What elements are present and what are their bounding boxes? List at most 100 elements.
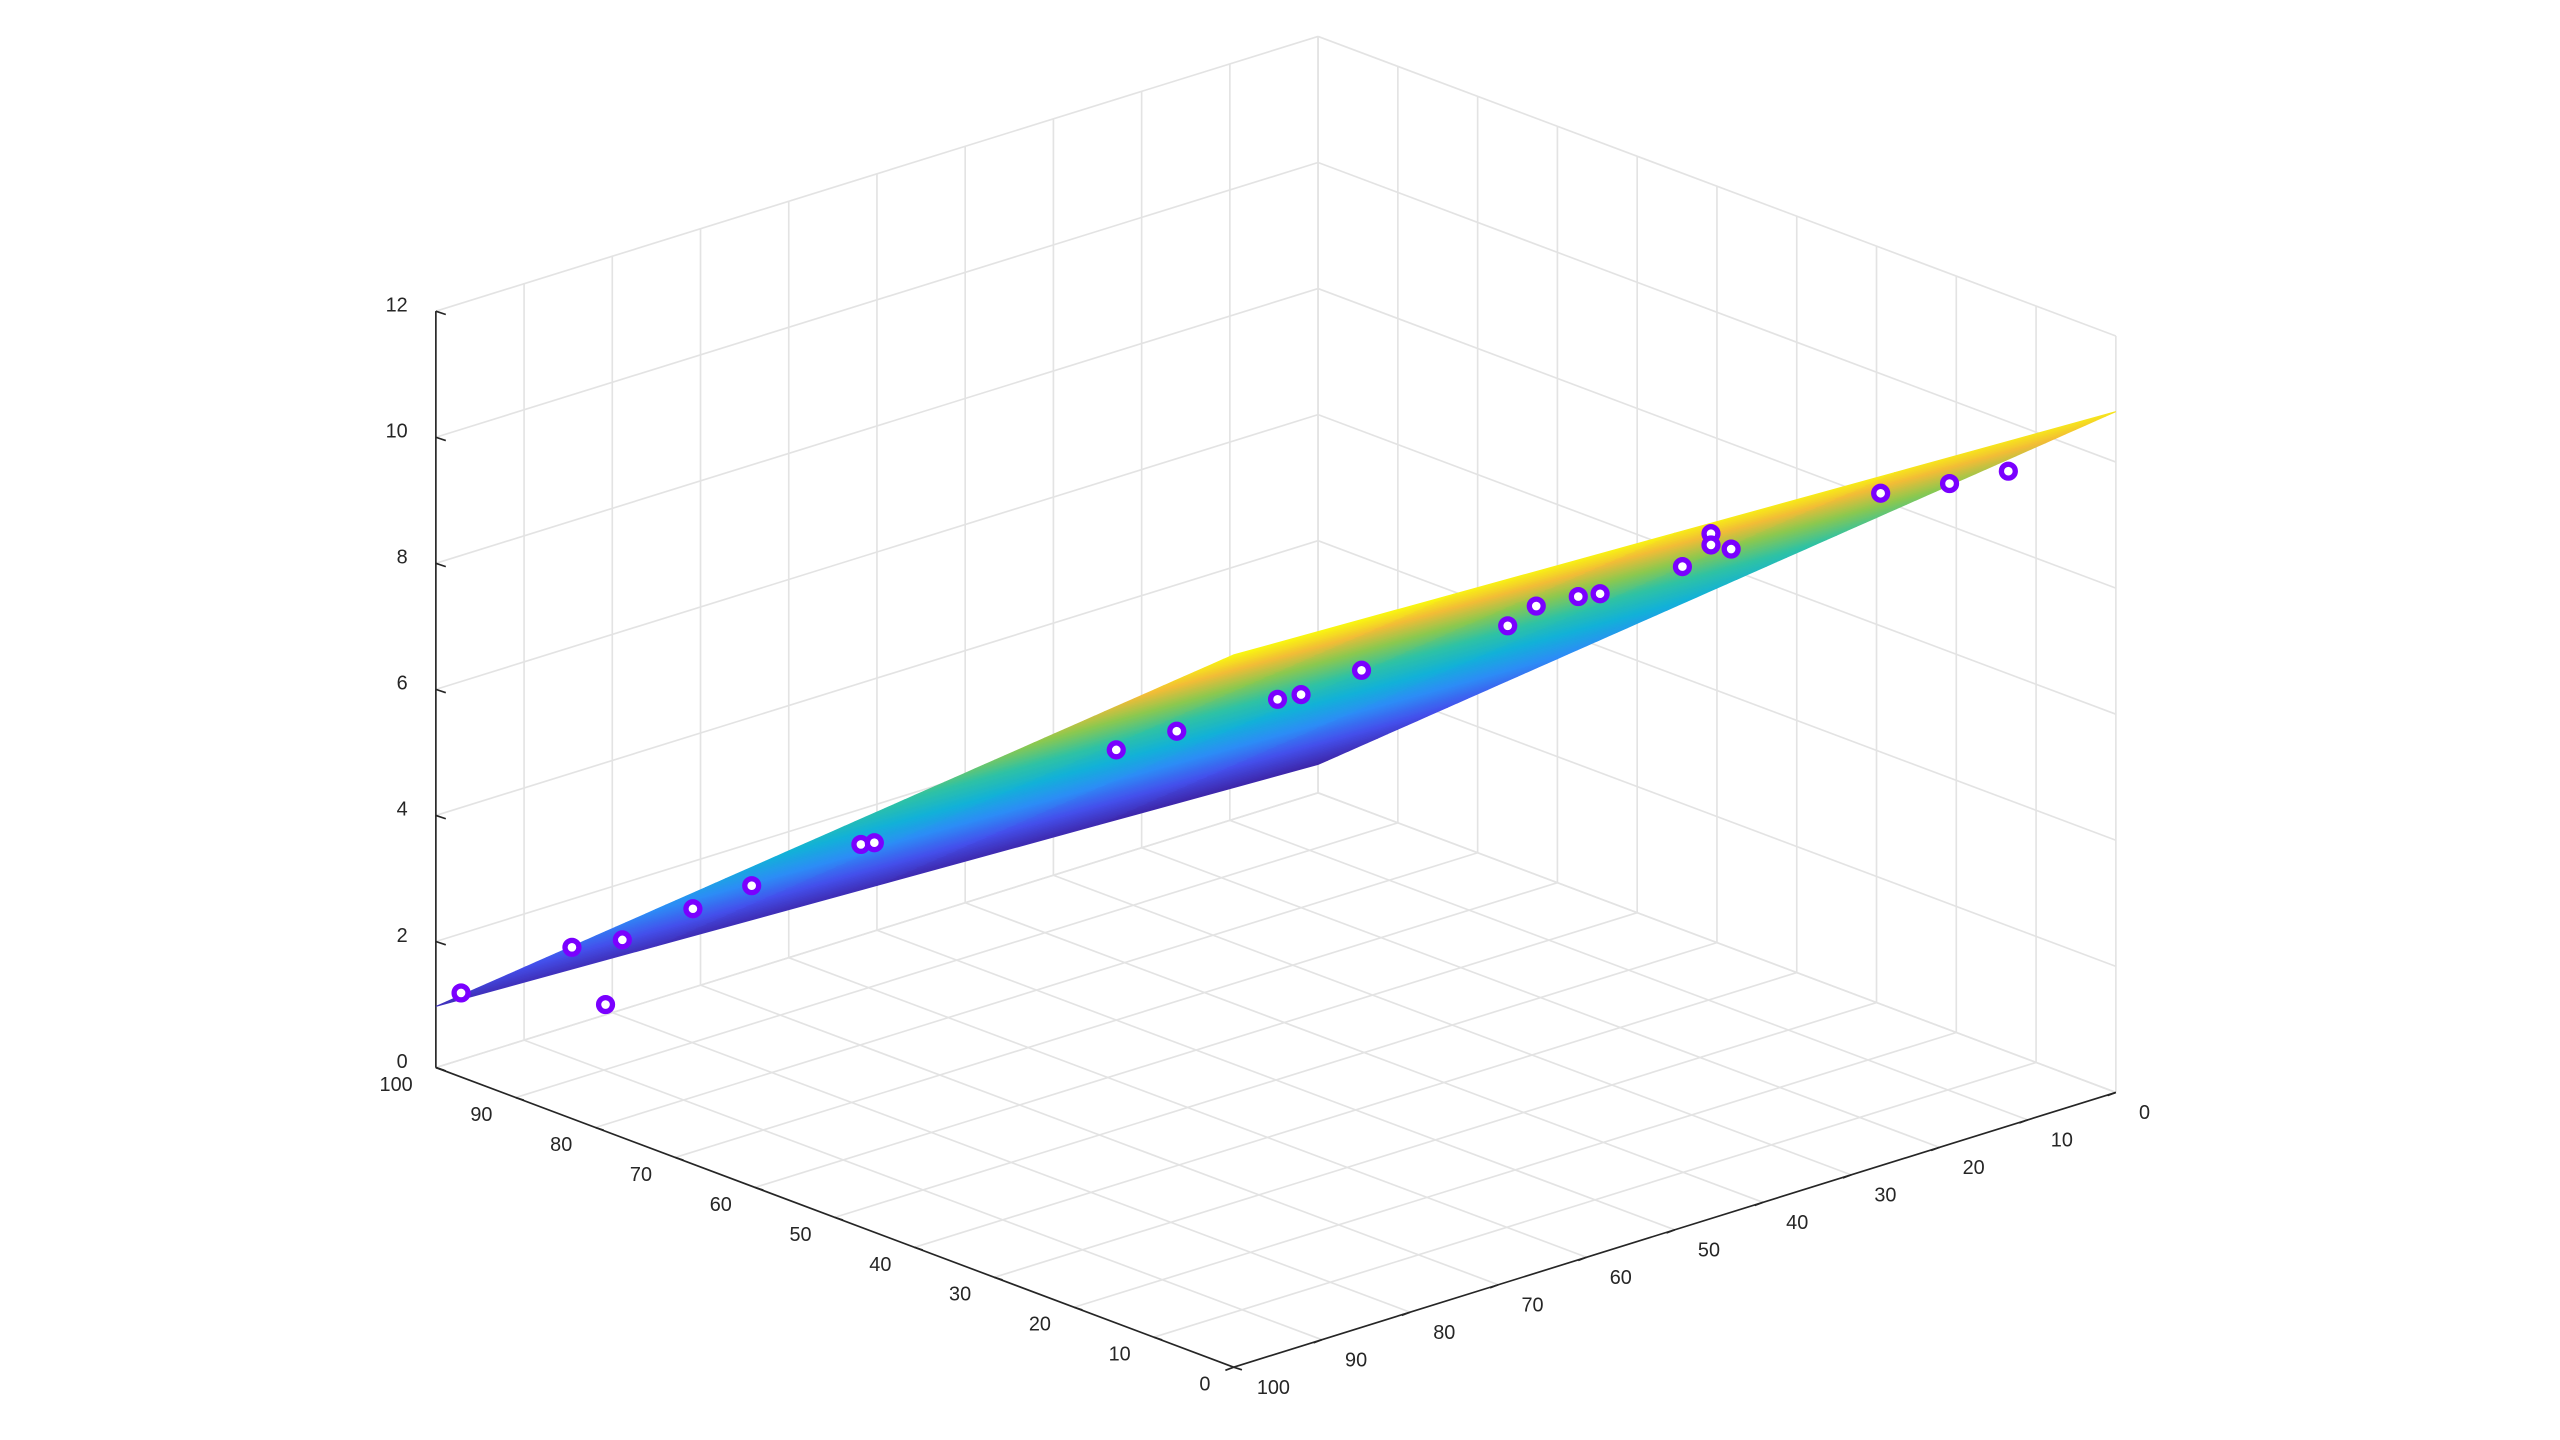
x-tick-label: 20: [1029, 1314, 1051, 1336]
z-tick: [435, 814, 447, 820]
y-tick-label: 0: [2139, 1102, 2150, 1124]
y-tick: [1489, 1283, 1499, 1289]
scatter-point: [1498, 616, 1518, 636]
z-tick: [435, 436, 447, 442]
scatter-point: [595, 994, 616, 1015]
x-tick: [914, 1246, 924, 1251]
z-tick: [435, 310, 447, 316]
y-tick-label: 90: [1345, 1349, 1367, 1371]
y-tick: [1225, 1366, 1234, 1372]
z-tick: [435, 688, 447, 694]
wall-grid-line: [1317, 161, 2117, 463]
floor-grid-line: [612, 1011, 1411, 1313]
x-tick-label: 40: [869, 1254, 891, 1276]
x-tick: [1073, 1306, 1083, 1311]
x-tick: [595, 1126, 604, 1131]
wall-grid-line: [1317, 539, 2117, 842]
wall-grid-line: [435, 161, 1319, 439]
z-tick-label: 10: [386, 421, 408, 443]
scatter-point: [683, 899, 703, 919]
x-tick-label: 50: [789, 1224, 811, 1246]
y-tick: [1930, 1146, 1940, 1152]
floor-grid-line: [1053, 874, 1852, 1176]
scatter-point: [1590, 584, 1610, 604]
x-tick-label: 90: [470, 1104, 492, 1126]
x-tick: [994, 1276, 1003, 1281]
x-tick: [515, 1096, 525, 1101]
scatter-point: [1998, 461, 2018, 481]
floor-grid-line: [1141, 847, 1940, 1149]
y-tick: [1666, 1229, 1676, 1234]
scatter-point: [451, 983, 471, 1003]
z-tick-label: 2: [397, 925, 408, 947]
x-tick-label: 70: [630, 1164, 652, 1186]
scatter-point: [1939, 473, 1960, 494]
scatter-point: [1267, 689, 1288, 709]
y-tick: [2107, 1091, 2117, 1097]
y-tick-label: 50: [1698, 1240, 1720, 1262]
y-tick-label: 60: [1610, 1267, 1632, 1289]
wall-grid-line: [435, 539, 1319, 817]
scatter-point: [562, 937, 582, 957]
wall-grid-line: [1317, 792, 2117, 1094]
scatter-point: [1526, 596, 1546, 616]
wall-grid-line: [435, 413, 1319, 691]
scatter-point: [1672, 557, 1693, 577]
x-tick-label: 100: [380, 1074, 413, 1096]
x-tick-label: 10: [1109, 1344, 1131, 1366]
wall-grid-line: [1317, 665, 2117, 968]
y-tick-label: 100: [1257, 1377, 1290, 1399]
scatter-point: [1291, 685, 1311, 705]
y-tick: [1401, 1311, 1411, 1317]
z-tick: [435, 1066, 447, 1072]
x-tick: [754, 1186, 764, 1191]
wall-grid-line: [1317, 35, 2117, 337]
x-tick-label: 80: [550, 1134, 572, 1156]
y-tick-label: 40: [1786, 1212, 1808, 1234]
surface-shading: [435, 941, 667, 1007]
y-tick: [2019, 1119, 2028, 1124]
z-tick-label: 0: [397, 1051, 408, 1073]
floor-grid-line: [876, 929, 1676, 1231]
wall-grid-line: [435, 287, 1319, 565]
x-tick: [834, 1216, 844, 1221]
y-tick-label: 30: [1874, 1185, 1896, 1207]
x-tick-label: 30: [949, 1284, 971, 1306]
y-tick-label: 80: [1433, 1322, 1455, 1344]
y-tick: [1313, 1338, 1323, 1344]
scatter-point: [1871, 483, 1891, 503]
y-tick: [1577, 1256, 1587, 1262]
scatter-point: [1167, 721, 1187, 741]
y-tick: [1842, 1174, 1852, 1179]
x-tick: [1233, 1366, 1243, 1371]
scatter-point: [1721, 539, 1741, 559]
z-tick-label: 8: [397, 547, 408, 569]
scatter-point: [864, 833, 884, 853]
scatter-point: [1106, 740, 1126, 760]
y-tick-label: 10: [2051, 1130, 2073, 1152]
x-tick: [674, 1156, 684, 1161]
scatter-point: [612, 930, 632, 950]
floor-grid-line: [1229, 819, 2028, 1121]
z-tick-label: 4: [397, 799, 408, 821]
z-tick: [435, 562, 447, 568]
wall-grid-line: [435, 792, 1319, 1069]
wall-grid-line: [1317, 287, 2117, 589]
floor-grid-line: [523, 1039, 1323, 1341]
z-tick-label: 12: [386, 294, 408, 316]
scatter-point: [1351, 660, 1372, 680]
scatter-point: [1568, 586, 1588, 607]
wall-grid-line: [435, 35, 1319, 312]
scatter-point: [742, 876, 762, 896]
y-tick-label: 20: [1963, 1157, 1985, 1179]
floor-grid-line: [964, 901, 1764, 1204]
z-tick: [435, 940, 447, 946]
scatter-point: [1701, 535, 1721, 555]
floor-grid-line: [700, 984, 1499, 1286]
y-tick-label: 70: [1521, 1295, 1543, 1317]
floor-grid-line: [788, 956, 1587, 1259]
y-tick: [1754, 1201, 1764, 1207]
x-tick-label: 0: [1199, 1374, 1210, 1396]
